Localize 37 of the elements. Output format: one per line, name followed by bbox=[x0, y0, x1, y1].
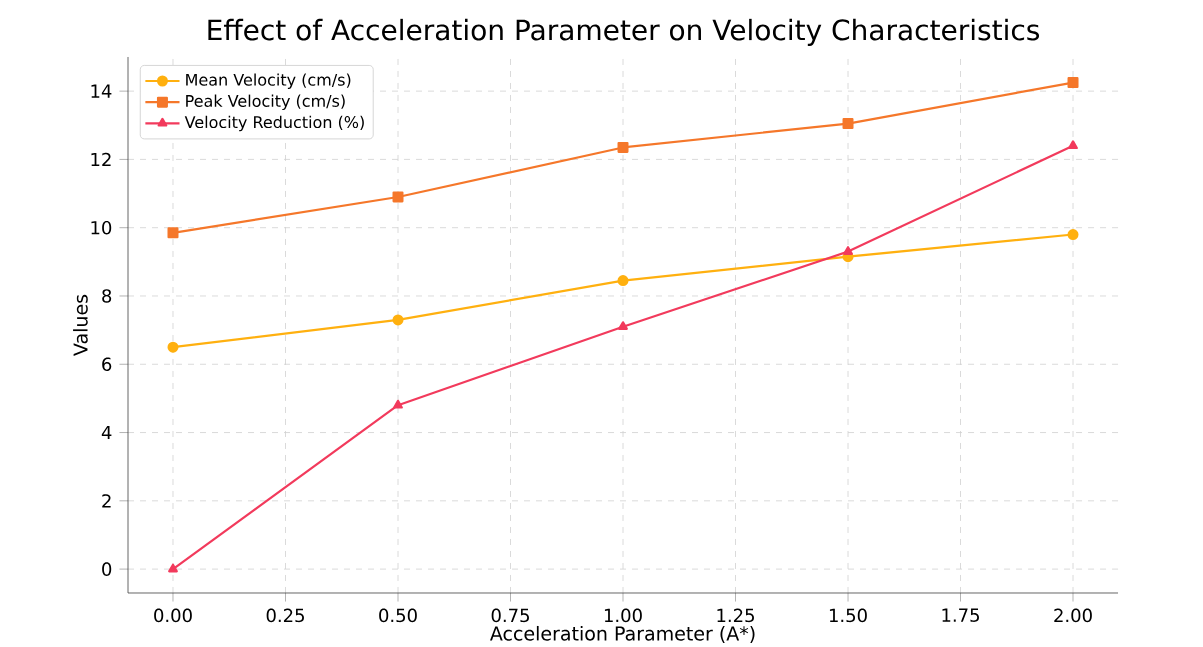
y-tick-label: 10 bbox=[91, 220, 112, 235]
x-axis-title: Acceleration Parameter (A*) bbox=[490, 625, 755, 643]
point bbox=[168, 563, 178, 573]
x-tick-label: 0.75 bbox=[491, 608, 529, 623]
y-tick-label: 14 bbox=[91, 84, 112, 98]
point bbox=[393, 399, 403, 409]
legend-label: Velocity Reduction (%) bbox=[184, 115, 364, 132]
legend-label: Peak Velocity (cm/s) bbox=[186, 94, 345, 111]
y-tick-label: 12 bbox=[91, 152, 111, 167]
y-tick-label: 8 bbox=[102, 289, 112, 303]
x-tick-label: 0.50 bbox=[379, 608, 417, 623]
point bbox=[617, 141, 629, 153]
x-tick-label: 0.25 bbox=[266, 608, 304, 623]
legend-label: Mean Velocity (cm/s) bbox=[186, 73, 351, 89]
point bbox=[617, 275, 629, 287]
x-tick-label: 0.00 bbox=[154, 608, 192, 623]
point bbox=[167, 341, 179, 353]
x-tick-label: 1.00 bbox=[604, 608, 642, 623]
point bbox=[618, 321, 628, 330]
x-tick-label: 2.00 bbox=[1054, 608, 1092, 623]
point bbox=[392, 314, 404, 326]
chart-title: Effect of Acceleration Parameter on Velocity Characteristics bbox=[208, 18, 1040, 46]
y-tick-label: 4 bbox=[101, 425, 112, 440]
point bbox=[392, 191, 404, 203]
point bbox=[842, 118, 854, 130]
y-axis-title: Values bbox=[73, 294, 88, 356]
y-tick-label: 0 bbox=[102, 562, 112, 576]
point bbox=[843, 246, 853, 255]
point bbox=[1067, 77, 1079, 89]
y-tick-label: 6 bbox=[102, 357, 112, 372]
x-tick-label: 1.25 bbox=[717, 608, 754, 623]
point bbox=[167, 227, 179, 239]
x-tick-label: 1.50 bbox=[829, 608, 867, 623]
x-tick-label: 1.75 bbox=[942, 608, 979, 622]
y-tick-label: 2 bbox=[102, 494, 111, 508]
point bbox=[1067, 229, 1079, 241]
point bbox=[1068, 140, 1078, 150]
